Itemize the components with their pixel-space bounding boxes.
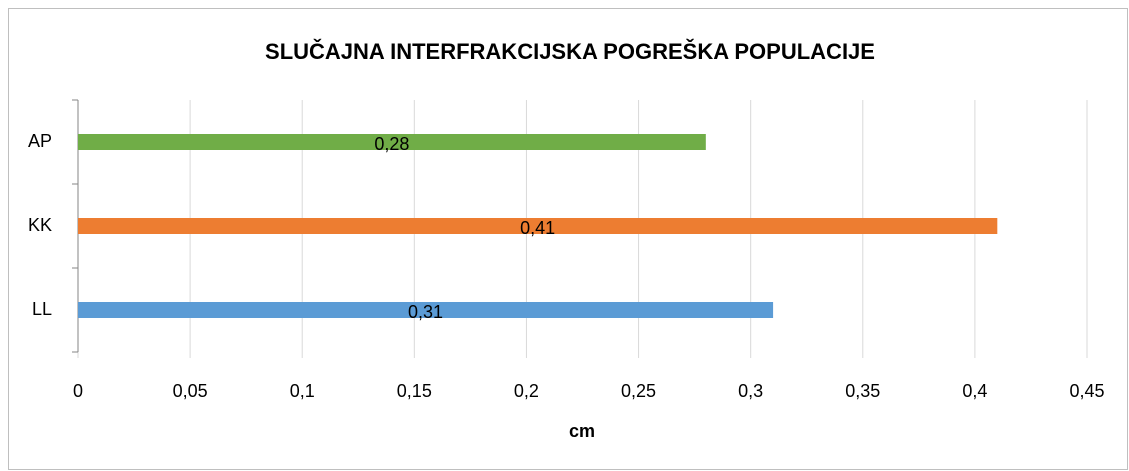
chart-frame (8, 8, 1128, 470)
bar (78, 134, 706, 150)
chart-title: SLUČAJNA INTERFRAKCIJSKA POGREŠKA POPULA… (265, 39, 875, 64)
bar (78, 302, 774, 318)
x-tick-label: 0,45 (1069, 381, 1104, 401)
x-tick-label: 0,3 (738, 381, 763, 401)
x-tick-label: 0 (73, 381, 83, 401)
value-label: 0,28 (374, 134, 409, 154)
x-tick-label: 0,2 (514, 381, 539, 401)
x-axis-title: cm (569, 421, 595, 441)
value-label: 0,41 (520, 218, 555, 238)
x-tick-label: 0,05 (173, 381, 208, 401)
x-tick-label: 0,1 (290, 381, 315, 401)
x-tick-label: 0,15 (397, 381, 432, 401)
category-label: LL (32, 299, 52, 319)
category-label: AP (28, 131, 52, 151)
x-tick-label: 0,4 (962, 381, 987, 401)
value-label: 0,31 (408, 302, 443, 322)
bar (78, 218, 998, 234)
x-tick-label: 0,25 (621, 381, 656, 401)
category-label: KK (28, 215, 52, 235)
x-tick-label: 0,35 (845, 381, 880, 401)
